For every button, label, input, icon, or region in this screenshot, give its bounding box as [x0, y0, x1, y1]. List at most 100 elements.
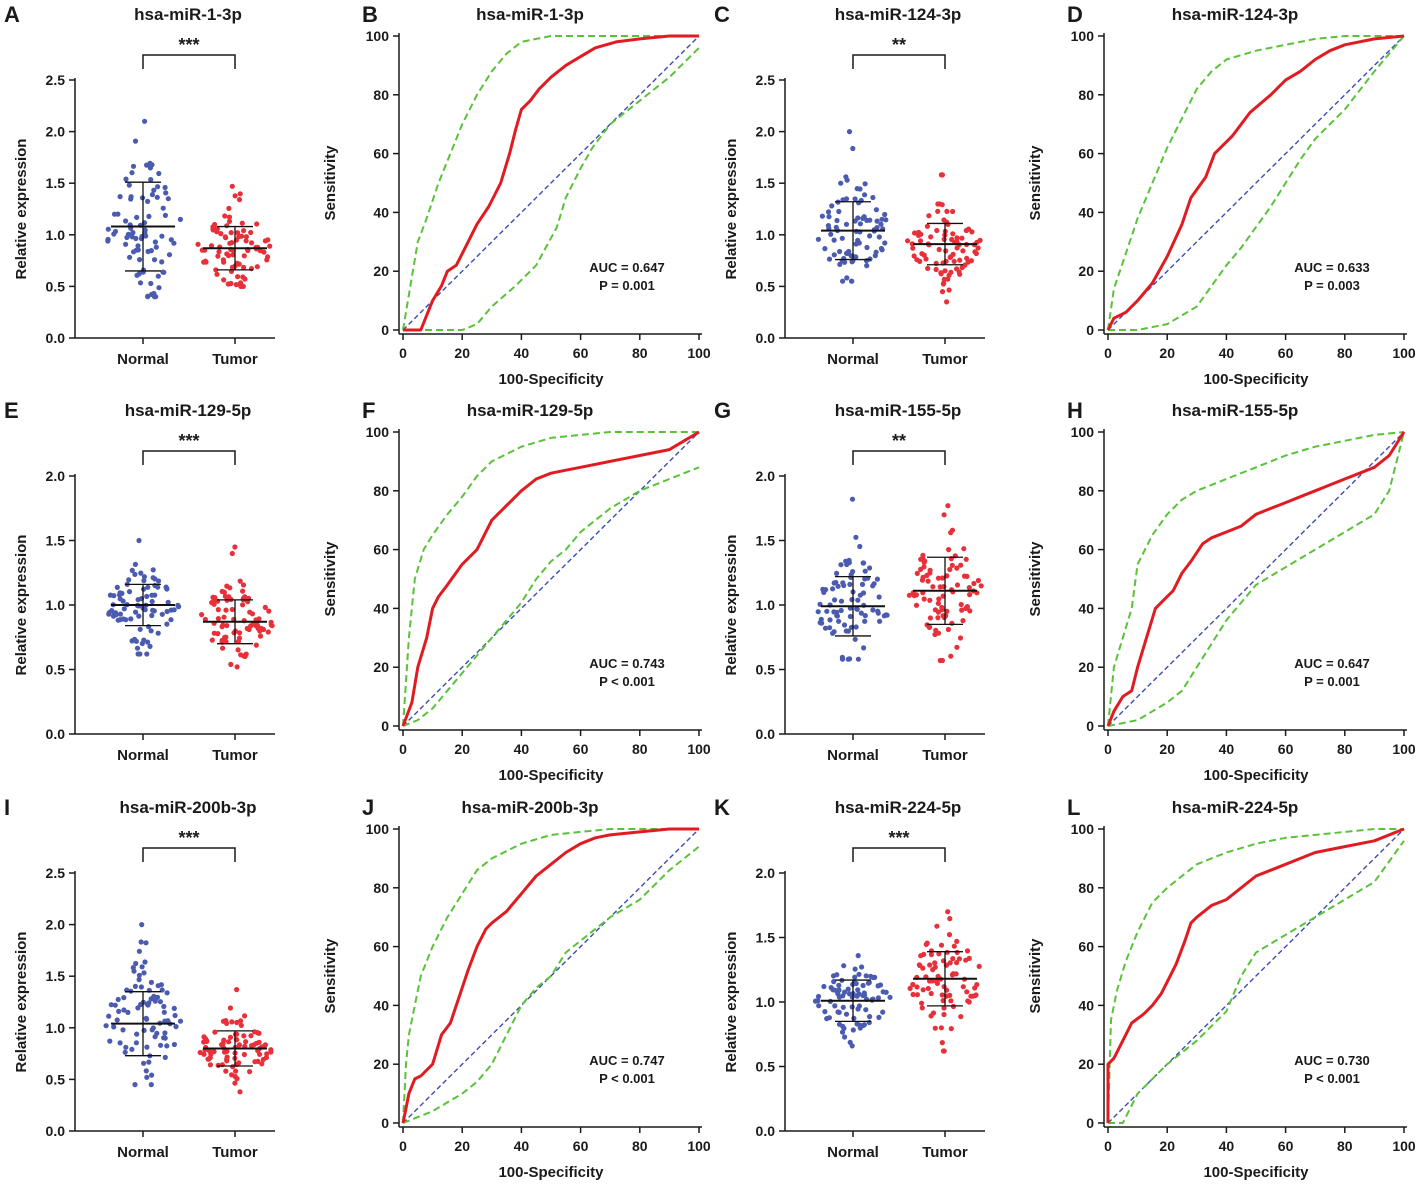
normal-point — [143, 1015, 149, 1022]
normal-point — [129, 638, 135, 644]
normal-point — [849, 496, 856, 502]
tumor-point — [962, 262, 968, 268]
tumor-point — [240, 602, 246, 608]
ci-upper-curve — [1107, 35, 1404, 331]
tumor-point — [927, 962, 933, 968]
normal-point — [845, 986, 851, 992]
y-tick-label: 20 — [373, 659, 389, 675]
normal-point — [114, 584, 120, 591]
x-tick-label: 100 — [1392, 345, 1416, 361]
normal-point — [827, 617, 833, 623]
normal-point — [826, 214, 832, 220]
normal-point — [117, 611, 123, 617]
normal-point — [121, 995, 127, 1001]
normal-point — [828, 231, 834, 237]
normal-point — [175, 602, 181, 609]
y-tick-label: 20 — [373, 1056, 389, 1072]
normal-point — [832, 597, 838, 603]
normal-point — [142, 607, 148, 613]
normal-point — [151, 187, 157, 193]
x-tick-label: 0 — [1104, 741, 1112, 757]
reference-line — [1107, 35, 1405, 331]
tumor-point — [233, 1068, 239, 1074]
normal-point — [850, 569, 856, 575]
normal-point — [106, 1013, 112, 1019]
tumor-point — [237, 191, 243, 197]
normal-point — [821, 983, 827, 990]
normal-point — [148, 248, 154, 254]
tumor-point — [950, 208, 956, 215]
normal-point — [843, 221, 850, 227]
normal-point — [130, 249, 137, 255]
normal-point — [137, 280, 144, 286]
tumor-point — [956, 269, 962, 275]
tumor-point — [236, 1060, 242, 1066]
auc-label: AUC = 0.743 — [589, 656, 665, 671]
y-axis-label: Sensitivity — [1027, 938, 1044, 1014]
tumor-point — [925, 985, 931, 992]
normal-point — [852, 196, 858, 202]
normal-point — [825, 223, 832, 229]
panel-title: hsa-miR-224-5p — [1172, 798, 1299, 817]
roc-curve — [1106, 431, 1406, 727]
normal-point — [125, 1009, 131, 1016]
tumor-point — [227, 585, 233, 591]
x-tick-label: 100 — [687, 741, 711, 757]
tumor-point — [261, 249, 267, 255]
tumor-point — [925, 265, 931, 271]
y-axis-label: Sensitivity — [322, 541, 339, 617]
tumor-point — [241, 1051, 247, 1058]
normal-point — [148, 177, 154, 183]
normal-point — [107, 592, 113, 598]
tumor-point — [946, 547, 952, 553]
normal-point — [852, 966, 858, 972]
tumor-point — [913, 602, 920, 608]
normal-point — [882, 240, 888, 246]
normal-point — [832, 1003, 838, 1009]
normal-point — [141, 574, 147, 580]
tumor-point — [229, 183, 235, 189]
x-tick-label: 20 — [1159, 741, 1175, 757]
normal-point — [850, 1027, 856, 1033]
panel-title: hsa-miR-124-3p — [835, 5, 962, 24]
y-tick-label: 0 — [381, 718, 389, 734]
normal-point — [861, 645, 867, 651]
tumor-point — [238, 233, 245, 239]
p-value-label: P < 0.001 — [1304, 1071, 1360, 1086]
tumor-point — [238, 280, 244, 286]
normal-point — [826, 1015, 833, 1021]
x-tick-label: 100 — [1392, 741, 1416, 757]
normal-point — [871, 581, 877, 587]
significance-label: *** — [178, 828, 199, 848]
normal-point — [115, 211, 121, 217]
y-axis-label: Sensitivity — [1027, 145, 1044, 221]
y-tick-label: 2.0 — [756, 865, 776, 881]
tumor-point — [249, 611, 256, 617]
ci-upper-curve — [1107, 828, 1404, 1124]
p-value-label: P < 0.001 — [599, 674, 655, 689]
normal-point — [847, 1039, 853, 1045]
tumor-point — [917, 238, 924, 244]
normal-point — [835, 1009, 841, 1015]
tumor-point — [201, 1039, 207, 1045]
tumor-point — [954, 235, 960, 241]
tumor-point — [942, 268, 948, 274]
normal-point — [815, 993, 822, 1000]
normal-point — [159, 233, 165, 239]
x-axis-label: 100-Specificity — [498, 767, 604, 784]
ci-upper-curve — [1107, 431, 1405, 727]
normal-point — [849, 1004, 855, 1010]
normal-point — [149, 612, 155, 619]
tumor-point — [933, 266, 939, 273]
normal-point — [163, 584, 169, 590]
normal-point — [159, 259, 165, 265]
panel-label: C — [714, 2, 730, 27]
tumor-point — [221, 277, 227, 283]
tumor-point — [232, 1080, 238, 1086]
tumor-point — [223, 634, 229, 640]
y-tick-label: 1.5 — [46, 175, 66, 191]
tumor-point — [945, 909, 951, 915]
tumor-point — [238, 1022, 244, 1028]
